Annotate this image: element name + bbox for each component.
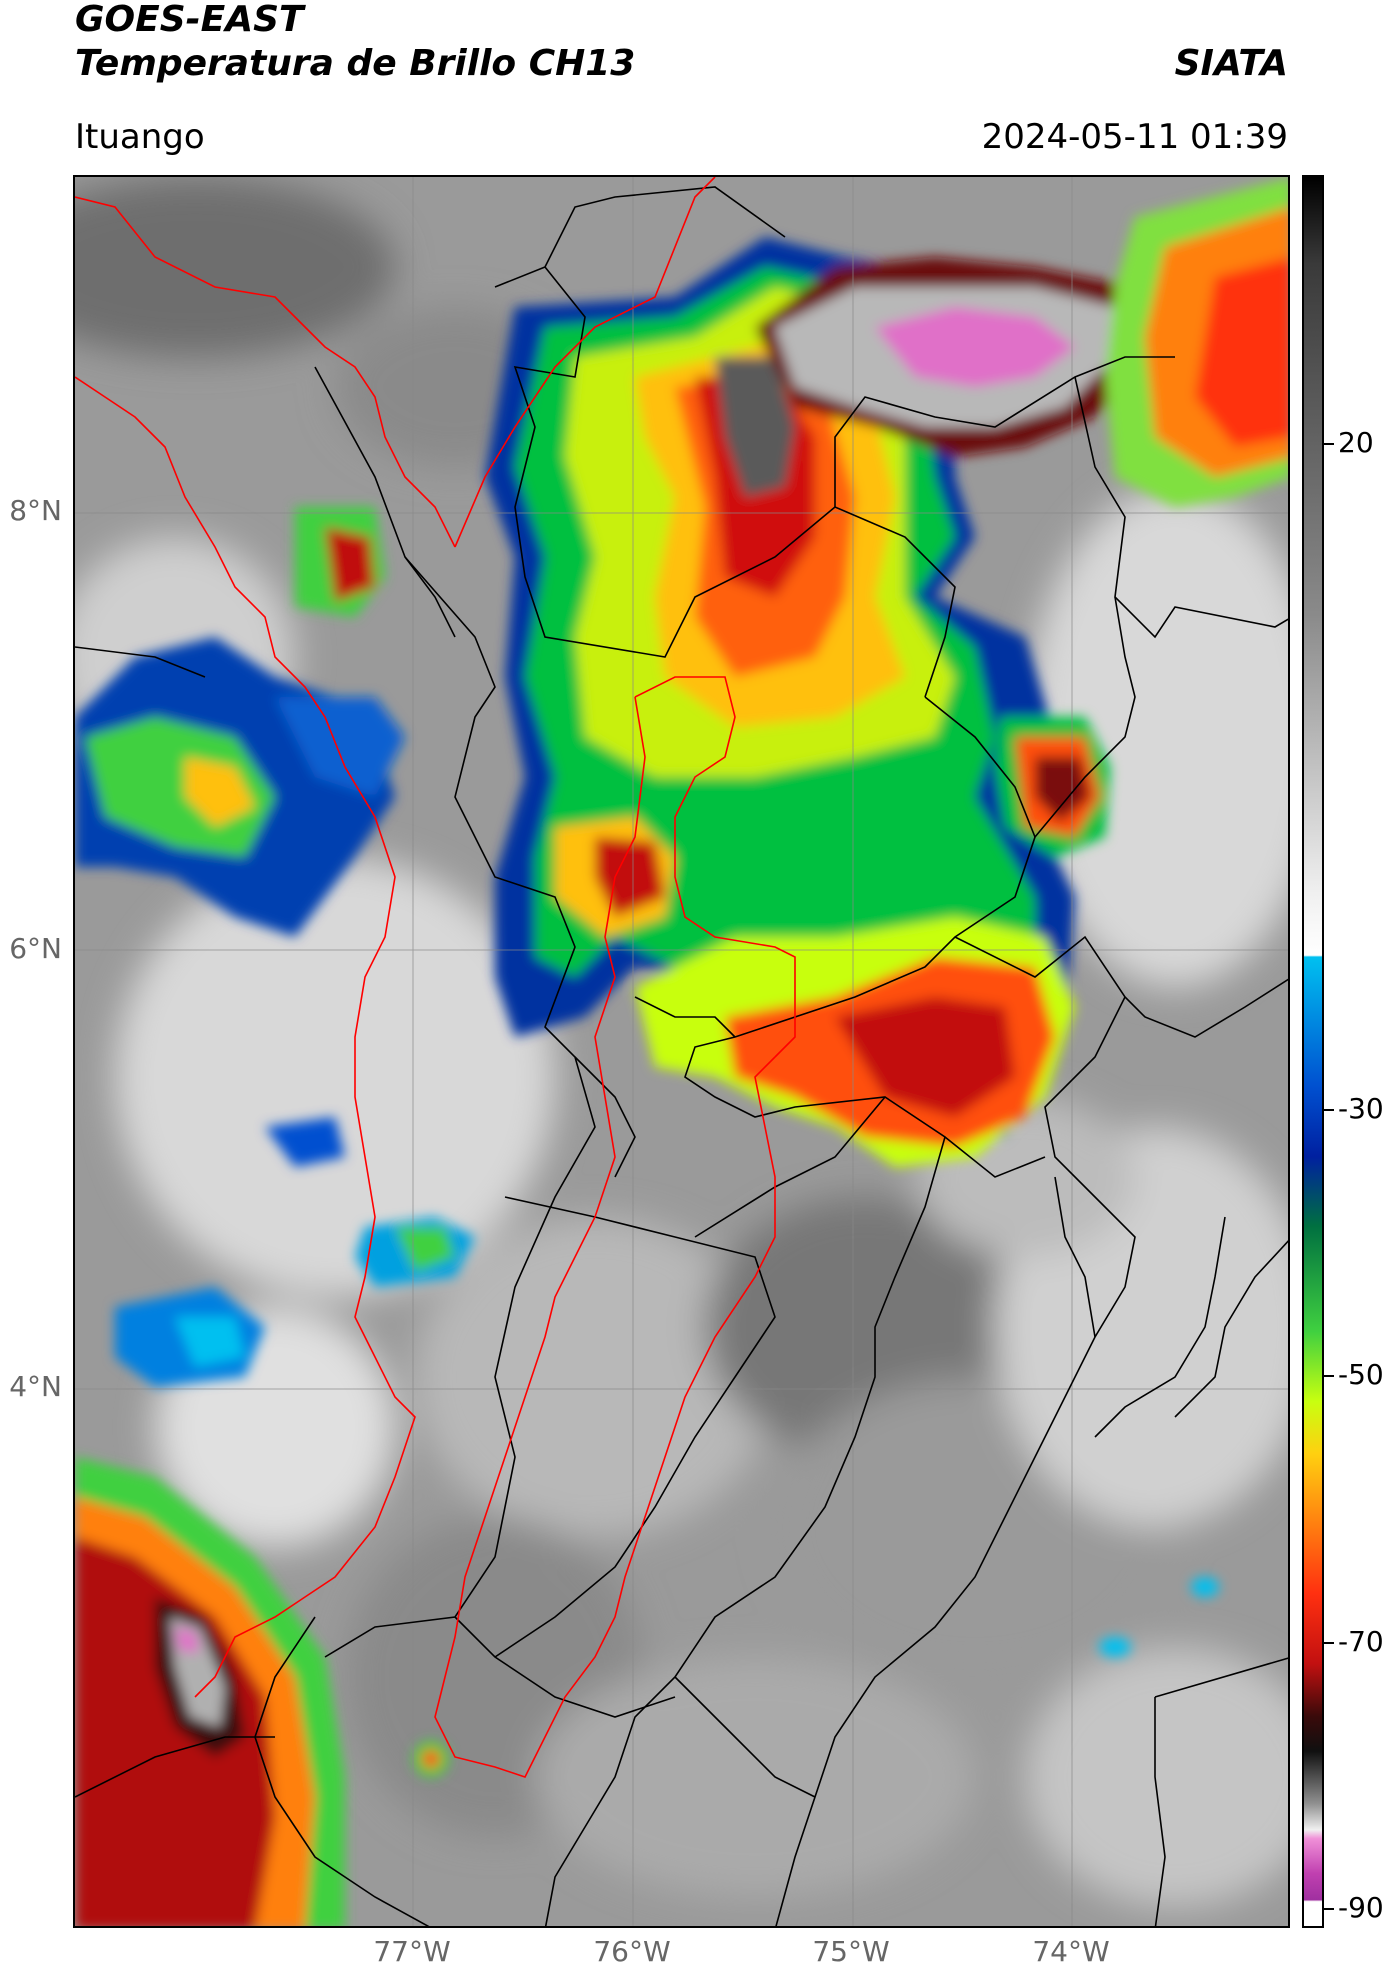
colorbar-tick [1324,1109,1334,1111]
colorbar-label-minus50: -50 [1338,1358,1384,1391]
colorbar-label-20: 20 [1338,426,1374,459]
colorbar-label-minus70: -70 [1338,1625,1384,1658]
lon-label-77w: 77°W [373,1935,451,1968]
temperature-colorbar [1302,175,1324,1928]
cloud-texture [75,177,1288,1907]
datetime-label: 2024-05-11 01:39 [981,117,1288,157]
colorbar-tick [1324,1908,1334,1910]
lat-label-8n: 8°N [9,494,62,527]
colorbar-gradient [1304,177,1322,1926]
colorbar-label-minus90: -90 [1338,1891,1384,1924]
brand-label: SIATA [1174,43,1288,84]
lon-label-76w: 76°W [593,1935,671,1968]
lon-label-75w: 75°W [812,1935,890,1968]
satellite-title: GOES-EAST [75,0,304,40]
satellite-map [73,175,1290,1928]
product-title: Temperatura de Brillo CH13 [75,43,636,84]
department-borders [75,186,1288,1926]
storm-clusters [75,178,1288,1926]
country-border [75,177,796,1778]
lon-label-74w: 74°W [1032,1935,1110,1968]
colorbar-tick [1324,443,1334,445]
colorbar-tick [1324,1642,1334,1644]
lat-label-4n: 4°N [9,1370,62,1403]
colorbar-label-minus30: -30 [1338,1092,1384,1125]
location-label: Ituango [75,117,205,157]
graticule [75,177,1288,1926]
brightness-temperature-layer [75,177,1288,1926]
colorbar-tick [1324,1375,1334,1377]
lat-label-6n: 6°N [9,932,62,965]
